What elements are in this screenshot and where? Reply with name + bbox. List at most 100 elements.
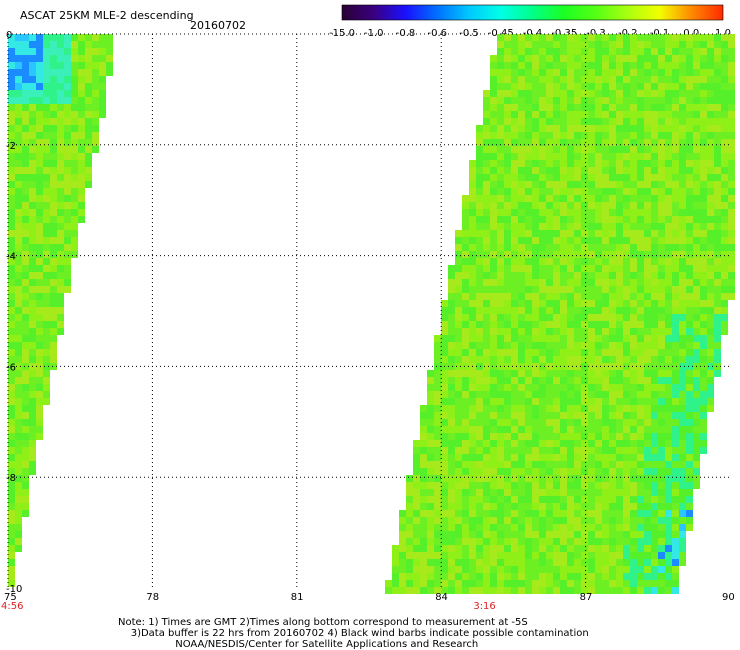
swath-cell [693,244,700,251]
swath-cell [574,328,581,335]
swath-cell [441,384,448,391]
swath-cell [588,391,595,398]
swath-cell [700,139,707,146]
swath-cell [623,111,630,118]
swath-cell [700,433,707,440]
swath-cell [679,552,686,559]
swath-cell [651,160,658,167]
swath-cell [728,209,735,216]
swath-cell [553,482,560,489]
swath-cell [546,111,553,118]
swath-cell [539,454,546,461]
swath-cell [518,566,525,573]
swath-cell [22,76,29,83]
swath-cell [462,587,469,594]
swath-cell [672,412,679,419]
swath-cell [581,503,588,510]
swath-cell [518,538,525,545]
swath-cell [602,447,609,454]
swath-cell [532,447,539,454]
swath-cell [574,426,581,433]
swath-cell [588,566,595,573]
swath-cell [22,440,29,447]
swath-cell [553,573,560,580]
swath-cell [651,517,658,524]
swath-cell [700,146,707,153]
swath-cell [504,321,511,328]
swath-cell [518,139,525,146]
swath-cell [623,195,630,202]
swath-cell [532,174,539,181]
swath-cell [413,475,420,482]
swath-cell [609,244,616,251]
swath-cell [574,510,581,517]
swath-cell [497,174,504,181]
swath-cell [658,510,665,517]
swath-cell [672,251,679,258]
swath-cell [427,454,434,461]
swath-cell [686,230,693,237]
swath-cell [483,279,490,286]
swath-cell [476,174,483,181]
swath-cell [546,356,553,363]
map-title: ASCAT 25KM MLE-2 descending [20,9,194,22]
swath-cell [574,391,581,398]
swath-cell [518,237,525,244]
swath-cell [546,552,553,559]
swath-cell [518,321,525,328]
swath-cell [532,307,539,314]
swath-cell [595,97,602,104]
swath-cell [64,62,71,69]
swath-cell [560,139,567,146]
swath-cell [539,62,546,69]
swath-cell [602,524,609,531]
swath-cell [686,405,693,412]
swath-cell [511,447,518,454]
swath-cell [560,69,567,76]
swath-cell [518,510,525,517]
swath-cell [700,349,707,356]
swath-cell [595,342,602,349]
swath-cell [539,237,546,244]
swath-cell [497,440,504,447]
swath-cell [679,237,686,244]
swath-cell [15,76,22,83]
swath-cell [71,251,78,258]
swath-cell [50,279,57,286]
swath-cell [518,104,525,111]
swath-cell [595,377,602,384]
swath-cell [441,545,448,552]
swath-cell [525,216,532,223]
swath-cell [588,41,595,48]
swath-cell [71,209,78,216]
swath-cell [595,398,602,405]
swath-cell [525,146,532,153]
swath-cell [78,209,85,216]
swath-cell [532,48,539,55]
swath-cell [679,349,686,356]
swath-cell [560,230,567,237]
swath-cell [546,461,553,468]
swath-cell [574,202,581,209]
swath-cell [658,307,665,314]
swath-cell [616,83,623,90]
swath-cell [574,76,581,83]
swath-cell [420,524,427,531]
swath-cell [567,496,574,503]
swath-cell [553,139,560,146]
swath-cell [469,188,476,195]
swath-cell [679,195,686,202]
swath-cell [637,307,644,314]
swath-cell [693,160,700,167]
swath-cell [679,90,686,97]
swath-cell [574,139,581,146]
swath-cell [707,48,714,55]
swath-cell [553,489,560,496]
swath-cell [29,48,36,55]
swath-cell [602,181,609,188]
swath-cell [707,405,714,412]
swath-cell [15,398,22,405]
swath-cell [469,377,476,384]
swath-cell [511,454,518,461]
swath-cell [525,433,532,440]
